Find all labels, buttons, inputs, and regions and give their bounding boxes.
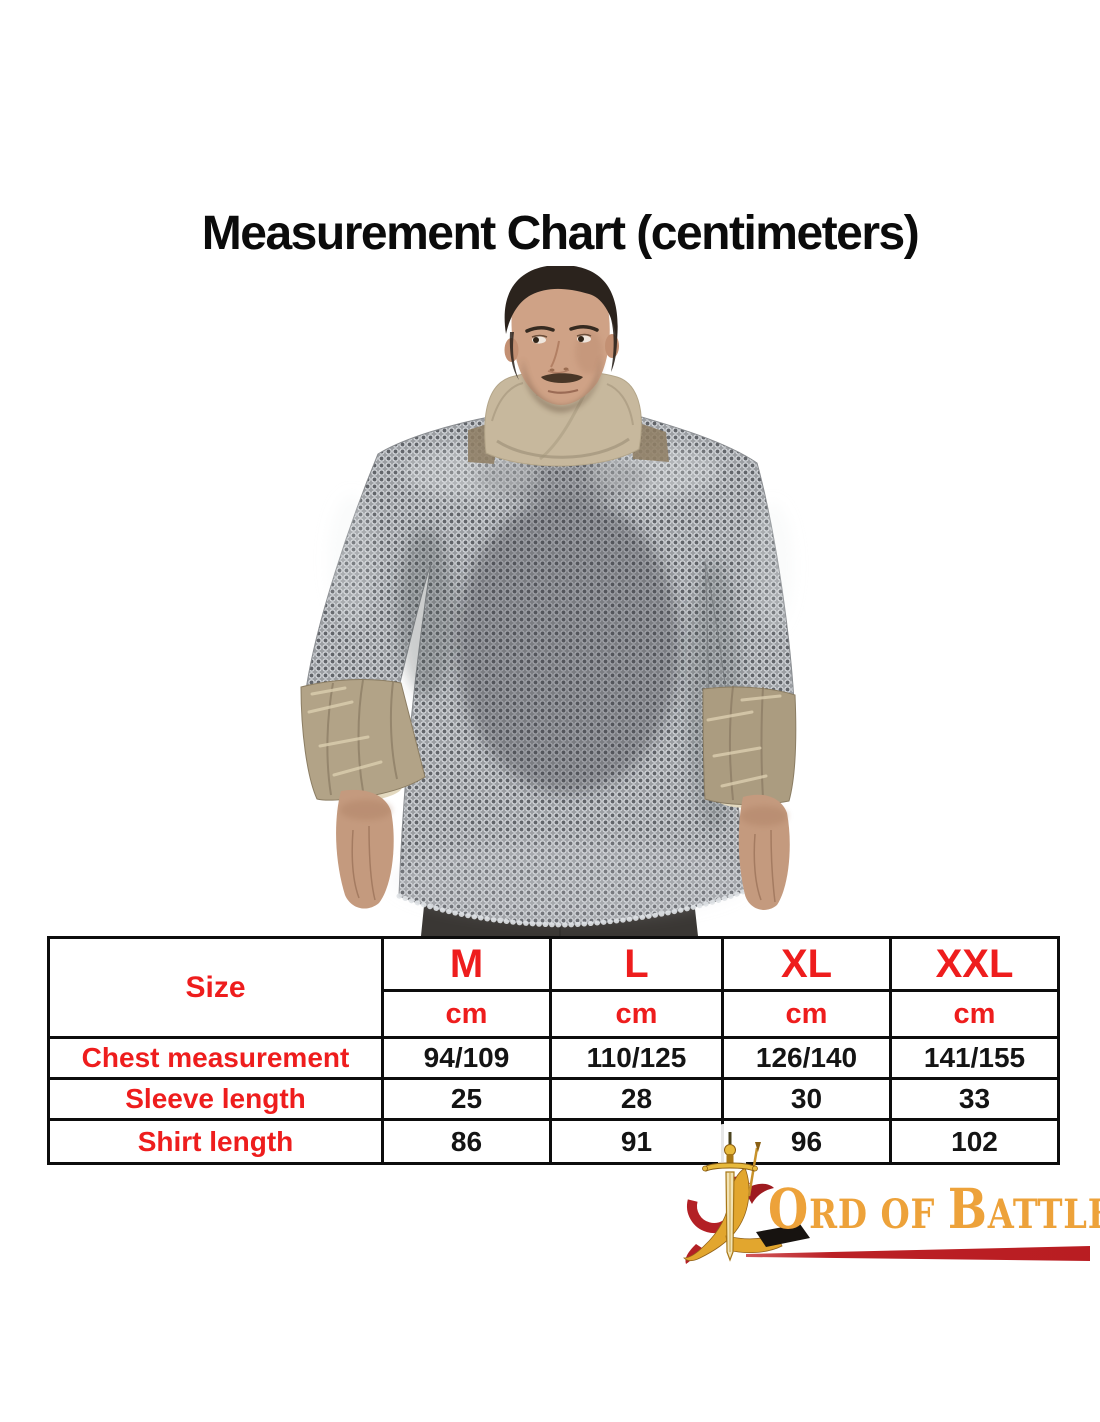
logo-word: BATTLES bbox=[947, 1176, 1100, 1241]
eyebrows bbox=[525, 325, 599, 333]
col-header-xxl: XXL bbox=[889, 936, 1060, 992]
value-cell: 126/140 bbox=[721, 1036, 892, 1080]
logo-word: OF bbox=[880, 1191, 936, 1238]
table-row-sleeve: Sleeve length 25 28 30 33 bbox=[47, 1077, 1060, 1121]
size-header: Size bbox=[47, 936, 384, 1039]
value-cell: 94/109 bbox=[381, 1036, 552, 1080]
value-cell: 102 bbox=[889, 1118, 1060, 1165]
mustache bbox=[541, 373, 583, 383]
sword-dragon-emblem bbox=[683, 1124, 1090, 1264]
value-cell: 33 bbox=[889, 1077, 1060, 1121]
row-label: Sleeve length bbox=[47, 1077, 384, 1121]
hand-left bbox=[336, 789, 394, 909]
value-cell: 110/125 bbox=[549, 1036, 724, 1080]
product-photo bbox=[300, 266, 797, 936]
col-header-m: M bbox=[381, 936, 552, 992]
logo-wordmark: ORD OF BATTLES bbox=[768, 1176, 1100, 1241]
table-row-chest: Chest measurement 94/109 110/125 126/140… bbox=[47, 1036, 1060, 1080]
page-title: Measurement Chart (centimeters) bbox=[201, 207, 920, 260]
nose bbox=[547, 340, 570, 374]
unit-cell: cm bbox=[549, 989, 724, 1039]
sword-icon bbox=[702, 1132, 758, 1262]
value-cell: 25 bbox=[381, 1077, 552, 1121]
hand-right bbox=[738, 794, 790, 910]
col-header-xl: XL bbox=[721, 936, 892, 992]
head bbox=[504, 266, 619, 412]
gambeson-cuff-right bbox=[702, 685, 797, 808]
unit-cell: cm bbox=[889, 989, 1060, 1039]
gambeson-collar bbox=[484, 370, 642, 467]
measurement-table: Size M L XL XXL cm cm cm cm Chest measur… bbox=[47, 936, 1060, 1165]
logo-word: ORD bbox=[768, 1176, 868, 1241]
spear-icon bbox=[747, 1142, 761, 1197]
col-header-l: L bbox=[549, 936, 724, 992]
value-cell: 96 bbox=[721, 1118, 892, 1165]
value-cell: 30 bbox=[721, 1077, 892, 1121]
value-cell: 141/155 bbox=[889, 1036, 1060, 1080]
value-cell: 91 bbox=[549, 1118, 724, 1165]
value-cell: 86 bbox=[381, 1118, 552, 1165]
mail-hem-rings bbox=[396, 888, 748, 928]
hair bbox=[504, 266, 618, 340]
unit-cell: cm bbox=[381, 989, 552, 1039]
eyes bbox=[531, 333, 592, 344]
row-label: Chest measurement bbox=[47, 1036, 384, 1080]
logo-underline bbox=[746, 1246, 1090, 1261]
unit-cell: cm bbox=[721, 989, 892, 1039]
brand-logo: ORD OF BATTLES bbox=[670, 1118, 1100, 1280]
table-row-shirt: Shirt length 86 91 96 102 bbox=[47, 1118, 1060, 1165]
row-label: Shirt length bbox=[47, 1118, 384, 1165]
mouth bbox=[547, 388, 579, 394]
value-cell: 28 bbox=[549, 1077, 724, 1121]
